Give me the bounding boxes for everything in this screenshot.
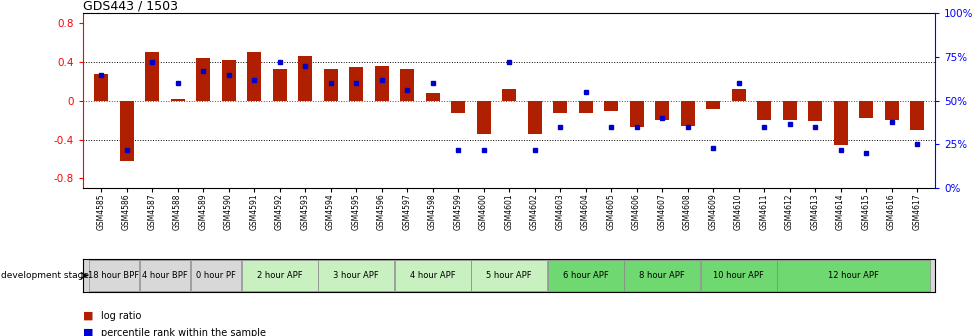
Bar	[246, 52, 261, 101]
FancyBboxPatch shape	[470, 260, 547, 291]
Text: 4 hour APF: 4 hour APF	[410, 271, 455, 280]
FancyBboxPatch shape	[394, 260, 470, 291]
Text: 2 hour APF: 2 hour APF	[256, 271, 302, 280]
Bar	[859, 101, 872, 118]
Bar	[884, 101, 898, 120]
FancyBboxPatch shape	[88, 260, 139, 291]
Text: 3 hour APF: 3 hour APF	[333, 271, 378, 280]
Bar	[654, 101, 668, 120]
Bar	[145, 52, 158, 101]
Bar	[400, 69, 414, 101]
FancyBboxPatch shape	[242, 260, 317, 291]
Bar	[910, 101, 923, 130]
Bar	[425, 93, 439, 101]
Bar	[221, 60, 236, 101]
Text: 4 hour BPF: 4 hour BPF	[142, 271, 188, 280]
Bar	[349, 67, 363, 101]
Bar	[832, 101, 847, 145]
Text: 10 hour APF: 10 hour APF	[712, 271, 763, 280]
Text: ■: ■	[83, 311, 94, 321]
Bar	[705, 101, 720, 109]
Bar	[807, 101, 822, 121]
Bar	[731, 89, 745, 101]
Bar	[578, 101, 592, 114]
Bar	[94, 74, 108, 101]
FancyBboxPatch shape	[777, 260, 929, 291]
Text: 12 hour APF: 12 hour APF	[827, 271, 878, 280]
Text: 6 hour APF: 6 hour APF	[562, 271, 608, 280]
Text: 8 hour APF: 8 hour APF	[639, 271, 685, 280]
FancyBboxPatch shape	[547, 260, 623, 291]
FancyBboxPatch shape	[623, 260, 699, 291]
FancyBboxPatch shape	[140, 260, 190, 291]
Text: GDS443 / 1503: GDS443 / 1503	[83, 0, 178, 12]
Text: 18 hour BPF: 18 hour BPF	[88, 271, 139, 280]
Bar	[781, 101, 796, 120]
Bar	[170, 99, 185, 101]
Text: ■: ■	[83, 328, 94, 336]
Bar	[603, 101, 617, 111]
Text: log ratio: log ratio	[101, 311, 141, 321]
Bar	[119, 101, 133, 161]
Bar	[629, 101, 643, 127]
FancyBboxPatch shape	[191, 260, 241, 291]
Bar	[680, 101, 693, 126]
FancyBboxPatch shape	[700, 260, 776, 291]
Text: 0 hour PF: 0 hour PF	[196, 271, 236, 280]
Bar	[297, 56, 312, 101]
Bar	[196, 58, 210, 101]
Bar	[502, 89, 515, 101]
Bar	[375, 66, 388, 101]
Bar	[324, 69, 337, 101]
Bar	[553, 101, 566, 114]
Text: 5 hour APF: 5 hour APF	[486, 271, 531, 280]
Bar	[272, 69, 287, 101]
Bar	[476, 101, 490, 134]
Bar	[756, 101, 771, 120]
Text: development stage: development stage	[1, 271, 89, 280]
Bar	[527, 101, 541, 134]
Bar	[451, 101, 465, 114]
Text: percentile rank within the sample: percentile rank within the sample	[101, 328, 266, 336]
FancyBboxPatch shape	[318, 260, 394, 291]
